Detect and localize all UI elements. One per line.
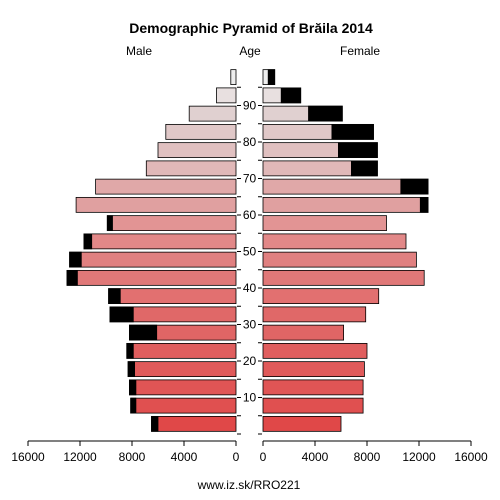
age-tick-label: 30 xyxy=(243,318,257,332)
male-bar xyxy=(230,69,237,86)
female-excess-bar xyxy=(337,142,378,159)
age-tick-label: 60 xyxy=(243,208,257,222)
male-bar xyxy=(216,87,237,104)
male-excess-bar xyxy=(108,288,121,305)
age-tick-label: 80 xyxy=(243,135,257,149)
male-bar xyxy=(127,361,237,378)
male-excess-bar xyxy=(130,397,137,414)
female-excess-bar xyxy=(280,87,302,104)
male-bars xyxy=(66,69,237,432)
footer-source: www.iz.sk/RRO221 xyxy=(197,478,301,492)
female-bar xyxy=(262,288,380,305)
male-bar xyxy=(188,105,237,122)
x-tick-label: 8000 xyxy=(119,450,146,464)
male-excess-bar xyxy=(126,342,134,359)
x-tick-label: 12000 xyxy=(402,450,436,464)
male-bar xyxy=(145,160,237,177)
male-bar xyxy=(66,269,237,286)
age-tick-label: 70 xyxy=(243,172,257,186)
x-tick-label: 12000 xyxy=(63,450,97,464)
male-excess-bar xyxy=(83,233,93,250)
x-tick-label: 16000 xyxy=(11,450,45,464)
female-bar xyxy=(262,269,425,286)
age-tick-label: 20 xyxy=(243,354,257,368)
male-bar xyxy=(151,415,237,432)
female-header: Female xyxy=(340,44,380,58)
female-bar xyxy=(262,342,368,359)
female-bar xyxy=(262,415,342,432)
male-bar xyxy=(157,142,237,159)
female-bar xyxy=(262,233,407,250)
male-bar xyxy=(75,196,237,213)
male-bar xyxy=(106,215,237,232)
female-bars xyxy=(262,69,429,432)
chart-title: Demographic Pyramid of Brăila 2014 xyxy=(129,20,373,36)
female-excess-bar xyxy=(350,160,378,177)
male-bar xyxy=(95,178,237,195)
male-excess-bar xyxy=(151,415,159,432)
age-tick-label: 90 xyxy=(243,99,257,113)
female-excess-bar xyxy=(400,178,429,195)
x-tick-label: 0 xyxy=(260,450,267,464)
male-excess-bar xyxy=(106,215,113,232)
male-bar xyxy=(83,233,237,250)
x-tick-label: 0 xyxy=(233,450,240,464)
x-tick-label: 4000 xyxy=(171,450,198,464)
male-header: Male xyxy=(126,44,152,58)
male-excess-bar xyxy=(69,251,82,268)
female-bar xyxy=(262,361,365,378)
male-bar xyxy=(108,288,237,305)
x-tick-label: 4000 xyxy=(302,450,329,464)
male-excess-bar xyxy=(128,324,158,341)
male-excess-bar xyxy=(128,379,137,396)
female-bar xyxy=(262,324,344,341)
male-bar xyxy=(130,397,237,414)
male-excess-bar xyxy=(109,306,134,323)
female-bar xyxy=(262,251,417,268)
female-bar xyxy=(262,215,387,232)
female-excess-bar xyxy=(267,69,276,86)
female-bar xyxy=(262,306,367,323)
age-header: Age xyxy=(239,44,261,58)
female-excess-bar xyxy=(419,196,429,213)
female-bar xyxy=(262,379,364,396)
axes: 16000 12000 8000 4000 0 0 4000 8000 12000 16000 10… xyxy=(11,86,488,464)
male-bar xyxy=(69,251,237,268)
age-tick-label: 10 xyxy=(243,391,257,405)
x-tick-label: 16000 xyxy=(454,450,488,464)
female-excess-bar xyxy=(331,123,374,140)
female-excess-bar xyxy=(308,105,343,122)
female-bar xyxy=(262,196,429,213)
male-bar xyxy=(128,379,237,396)
age-tick-label: 40 xyxy=(243,281,257,295)
age-tick-label: 50 xyxy=(243,245,257,259)
male-bar xyxy=(126,342,237,359)
male-bar xyxy=(165,123,237,140)
male-excess-bar xyxy=(66,269,78,286)
x-tick-label: 8000 xyxy=(354,450,381,464)
female-bar xyxy=(262,397,364,414)
male-excess-bar xyxy=(127,361,136,378)
